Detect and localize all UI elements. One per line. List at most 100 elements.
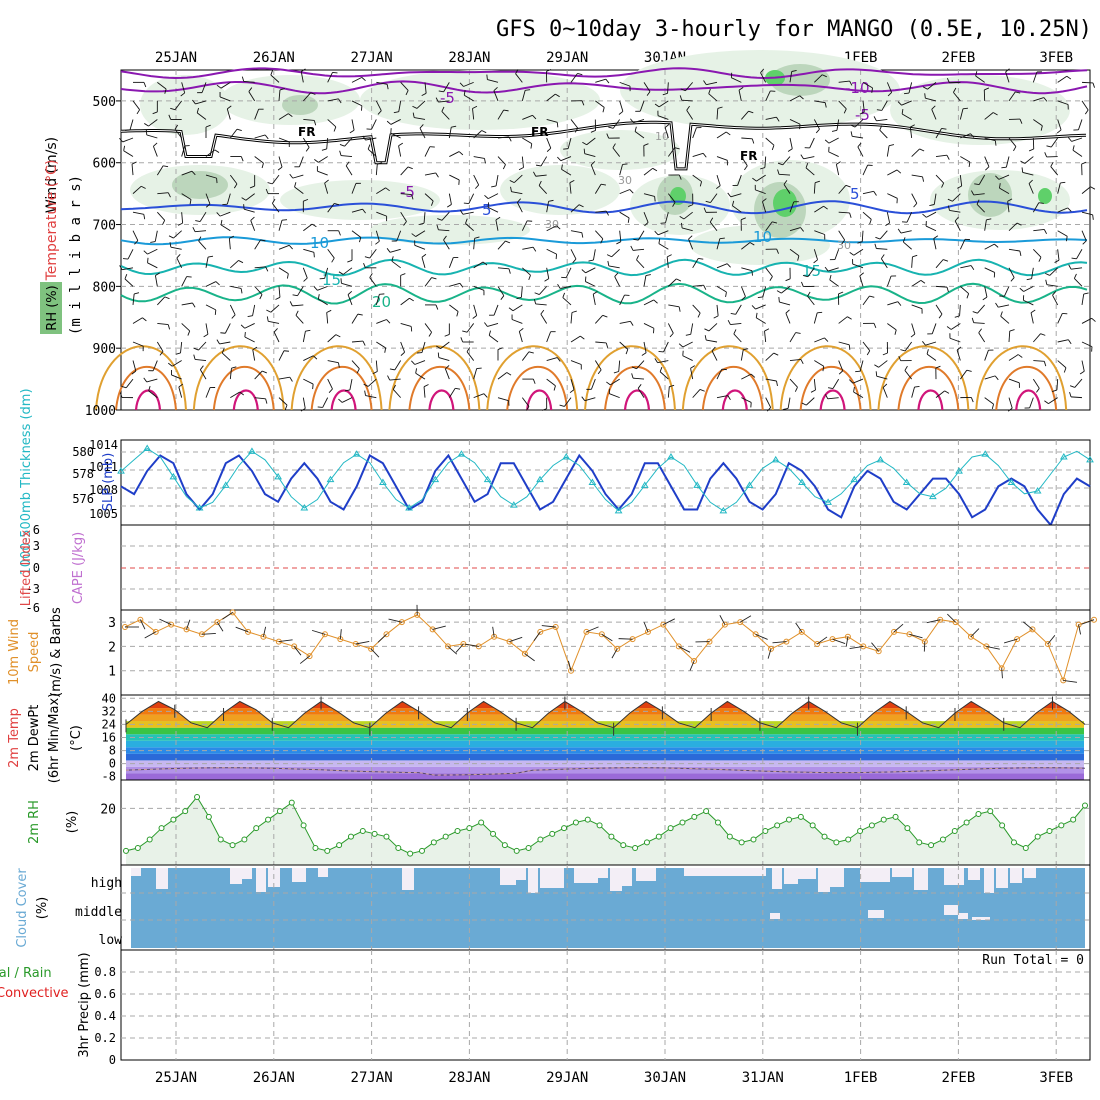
wind-barb-flag: [324, 179, 329, 184]
wind-barb: [440, 341, 450, 349]
wind-barb: [666, 256, 669, 268]
wind-barb-flag: [757, 296, 763, 298]
wind-barb-flag: [838, 370, 844, 375]
wind-barb: [125, 378, 134, 389]
wind-barb: [685, 82, 694, 91]
cloud-clear-gap: [528, 868, 538, 893]
lifted-tick-label: 0: [33, 561, 40, 575]
cloud-clear-gap: [131, 868, 141, 876]
wind-barb-flag: [214, 309, 217, 315]
wind-barb-flag: [935, 365, 941, 369]
wind-barb: [441, 111, 450, 120]
wind-barb-flag: [459, 283, 464, 288]
wind-speed-marker: [229, 609, 236, 616]
wind-barb: [562, 297, 572, 306]
thickness-marker: [798, 478, 806, 485]
rh-marker: [205, 813, 212, 820]
thickness-marker: [719, 506, 728, 514]
wind-barb: [414, 117, 426, 120]
wind-barb: [984, 397, 994, 405]
wind-barb: [925, 225, 937, 232]
surface-wind-barb: [262, 626, 267, 637]
wind-barb-flag: [147, 257, 149, 263]
wind-barb: [803, 156, 815, 160]
wind-speed-marker: [737, 619, 744, 626]
wind-barb-flag: [463, 90, 466, 96]
rh-marker: [667, 825, 674, 832]
wind-barb: [497, 397, 509, 402]
wind-barb-flag: [273, 328, 278, 333]
wind-barb: [351, 360, 360, 370]
wind-speed-marker: [214, 619, 221, 626]
wind-ticks: 321: [108, 616, 116, 680]
wind-barb-flag: [240, 288, 243, 294]
surface-wind-barb: [1063, 679, 1078, 683]
rh-marker: [975, 811, 982, 817]
wind-barb: [984, 243, 995, 250]
wind-barb: [449, 282, 461, 287]
wind-barb-flag: [493, 86, 498, 92]
lifted-ticks: 630-3-6: [26, 523, 40, 615]
rh-marker: [845, 836, 852, 843]
wind-barb: [521, 220, 528, 231]
thickness-marker: [221, 481, 230, 488]
wind-barb: [857, 146, 864, 157]
wind-barb: [681, 227, 693, 232]
wind-barb: [682, 355, 693, 361]
wind-barb: [195, 100, 207, 105]
thickness-marker: [693, 481, 702, 488]
wind-barb-flag: [436, 345, 441, 350]
wind-barb-flag: [1092, 214, 1094, 220]
thickness-marker: [771, 455, 780, 463]
wind-barb-flag: [679, 95, 683, 101]
wind-barb: [711, 350, 718, 361]
wind-barb-flag: [386, 248, 391, 253]
wind-barb: [909, 127, 913, 139]
wind-barb-flag: [1069, 385, 1075, 388]
wind-barb-flag: [311, 223, 317, 228]
wind-barb: [730, 323, 742, 326]
wind-barb: [1032, 333, 1041, 343]
wind-barb: [414, 244, 426, 250]
wind-barb: [1077, 119, 1083, 131]
wind-barb: [570, 312, 573, 324]
wind-barb: [668, 278, 677, 287]
precip-tick-label: 0.2: [94, 1031, 116, 1045]
wind-barb-flag: [1046, 145, 1052, 148]
wind-barb: [1057, 339, 1069, 343]
surface-wind-barb: [201, 632, 216, 635]
wind-barb: [181, 302, 193, 306]
wind-barb-flag: [1069, 391, 1072, 398]
surface-wind-barb: [986, 645, 1000, 650]
cloud-clear-gap: [318, 868, 328, 877]
wind-barb-flag: [751, 305, 756, 310]
wind-barb-flag: [398, 142, 404, 147]
temp-color-band: [126, 753, 1084, 761]
wind-barb: [1071, 137, 1083, 142]
wind-barb: [521, 90, 526, 102]
wind-barb: [156, 211, 166, 221]
wind-barb: [716, 156, 728, 161]
temp-tick-label: -8: [102, 770, 116, 784]
thickness-marker: [1059, 453, 1068, 460]
wind-barb-flag: [606, 254, 612, 258]
temp-color-band: [126, 734, 1084, 741]
wind-barb: [560, 285, 572, 289]
wind-barb-flag: [460, 337, 464, 343]
wind-barb-flag: [970, 397, 974, 403]
rh-line: [125, 796, 1086, 855]
wind-barb-flag: [167, 324, 171, 330]
wind-barb-flag: [931, 105, 936, 110]
wind-barb-flag: [236, 128, 242, 132]
wind-barb: [132, 317, 143, 324]
wind-barb-flag: [205, 124, 211, 128]
wind-barb: [294, 186, 304, 194]
surface-wind-barb: [339, 629, 342, 640]
wind-barb-flag: [338, 98, 342, 104]
wind-barb: [243, 80, 255, 83]
wind-barb-flag: [664, 124, 670, 128]
wind-barb: [174, 128, 183, 139]
wind-barb: [199, 369, 207, 380]
wind-barb: [322, 397, 329, 408]
temp-color-band: [126, 747, 1084, 754]
